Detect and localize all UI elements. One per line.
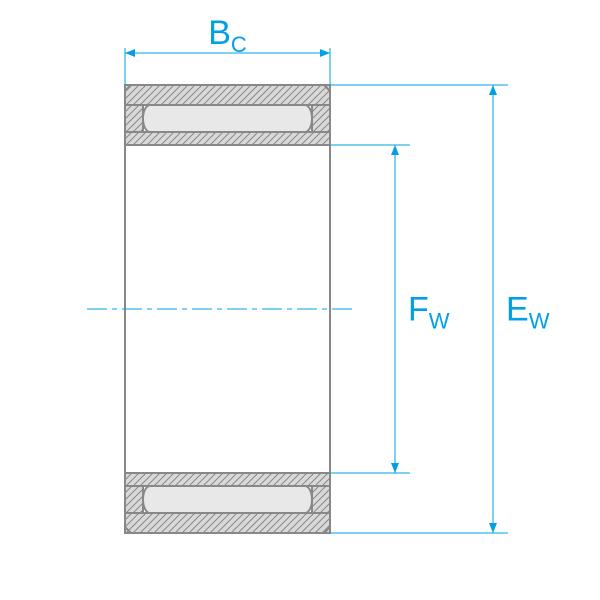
dim-label-EW: EW [506,290,550,333]
needle-roller-top [143,105,312,132]
dim-label-BC: BC [208,14,247,57]
bearing-cross-section-diagram: BC FW EW [0,0,600,600]
dim-label-FW: FW [408,290,450,333]
needle-roller-bottom [143,486,312,513]
